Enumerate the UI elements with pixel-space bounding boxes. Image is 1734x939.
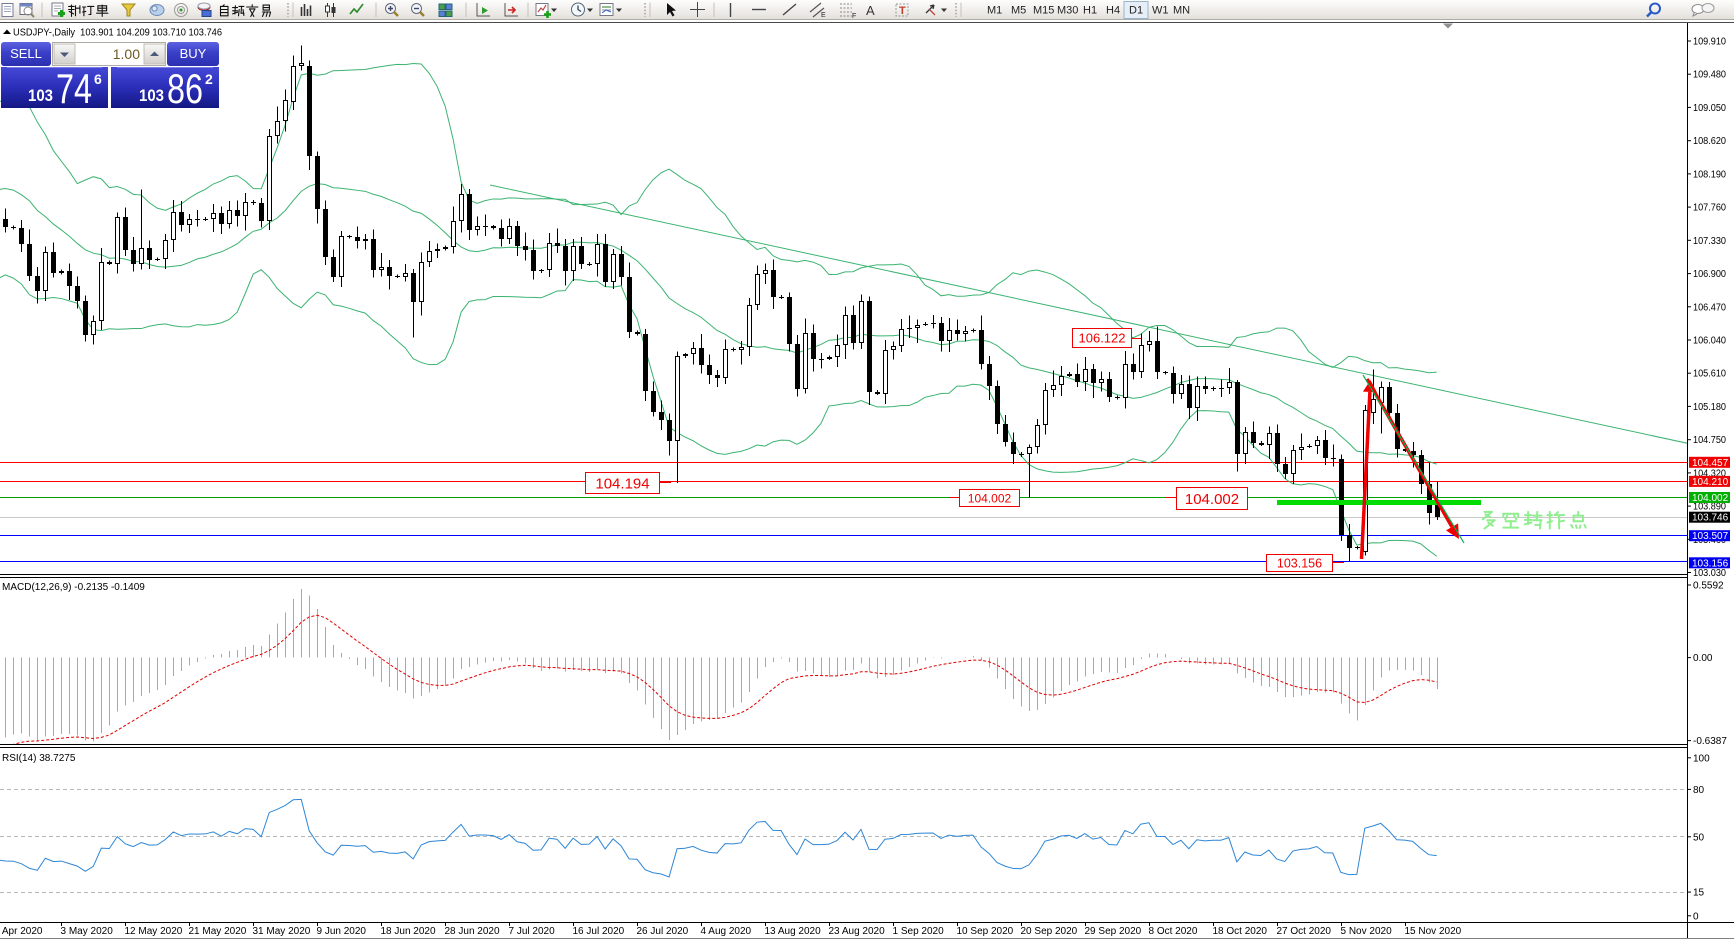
svg-text:20 Sep 2020: 20 Sep 2020 xyxy=(1021,926,1078,937)
svg-text:8 Oct 2020: 8 Oct 2020 xyxy=(1149,926,1198,937)
svg-text:104.320: 104.320 xyxy=(1693,468,1726,479)
svg-text:0.5592: 0.5592 xyxy=(1693,581,1724,592)
svg-text:SELL: SELL xyxy=(10,46,42,61)
svg-text:MACD(12,26,9) -0.2135 -0.1409: MACD(12,26,9) -0.2135 -0.1409 xyxy=(2,582,145,593)
svg-text:1.00: 1.00 xyxy=(113,46,140,62)
svg-text:W1: W1 xyxy=(1152,5,1169,17)
svg-text:6: 6 xyxy=(94,71,102,87)
svg-text:A: A xyxy=(866,3,875,18)
svg-text:108.620: 108.620 xyxy=(1693,136,1726,147)
svg-text:USDJPY-,Daily 103.901 104.209: USDJPY-,Daily 103.901 104.209 103.710 10… xyxy=(13,28,222,39)
svg-text:7 Jul 2020: 7 Jul 2020 xyxy=(509,926,556,937)
svg-text:5 Nov 2020: 5 Nov 2020 xyxy=(1341,926,1393,937)
svg-text:0.00: 0.00 xyxy=(1693,653,1713,664)
svg-text:2: 2 xyxy=(205,71,213,87)
svg-text:109.050: 109.050 xyxy=(1693,103,1726,114)
svg-text:104.750: 104.750 xyxy=(1693,435,1726,446)
svg-text:15 Nov 2020: 15 Nov 2020 xyxy=(1405,926,1462,937)
svg-text:103: 103 xyxy=(139,86,164,105)
svg-text:28 Jun 2020: 28 Jun 2020 xyxy=(445,926,500,937)
svg-text:104.002: 104.002 xyxy=(968,491,1012,505)
svg-text:86: 86 xyxy=(167,65,203,112)
svg-text:21 May 2020: 21 May 2020 xyxy=(189,926,247,937)
svg-text:103.156: 103.156 xyxy=(1692,558,1729,569)
svg-text:18 Jun 2020: 18 Jun 2020 xyxy=(381,926,436,937)
svg-text:103.030: 103.030 xyxy=(1693,568,1726,579)
svg-text:106.470: 106.470 xyxy=(1693,302,1726,313)
svg-text:103.156: 103.156 xyxy=(1277,557,1322,571)
svg-text:29 Sep 2020: 29 Sep 2020 xyxy=(1085,926,1142,937)
svg-text:105.610: 105.610 xyxy=(1693,369,1726,380)
svg-text:106.900: 106.900 xyxy=(1693,269,1726,280)
svg-text:27 Oct 2020: 27 Oct 2020 xyxy=(1277,926,1332,937)
svg-text:D1: D1 xyxy=(1129,5,1143,17)
svg-text:104.194: 104.194 xyxy=(595,475,649,492)
svg-text:BUY: BUY xyxy=(180,46,207,61)
svg-text:109.910: 109.910 xyxy=(1693,37,1726,48)
svg-text:M5: M5 xyxy=(1011,5,1026,17)
svg-text:50: 50 xyxy=(1693,832,1705,843)
svg-text:103.507: 103.507 xyxy=(1692,531,1729,542)
svg-text:23 Aug 2020: 23 Aug 2020 xyxy=(829,926,886,937)
svg-text:-0.6387: -0.6387 xyxy=(1693,736,1727,747)
svg-text:104.457: 104.457 xyxy=(1692,458,1729,469)
svg-text:104.002: 104.002 xyxy=(1692,493,1729,504)
svg-text:103.890: 103.890 xyxy=(1693,502,1726,513)
svg-text:23 Apr 2020: 23 Apr 2020 xyxy=(0,926,43,937)
svg-text:M1: M1 xyxy=(987,5,1002,17)
svg-text:MN: MN xyxy=(1173,5,1190,17)
svg-text:104.210: 104.210 xyxy=(1692,477,1729,488)
svg-text:107.330: 107.330 xyxy=(1693,236,1726,247)
svg-text:103: 103 xyxy=(28,86,53,105)
svg-text:10 Sep 2020: 10 Sep 2020 xyxy=(957,926,1014,937)
svg-text:T: T xyxy=(899,5,906,17)
svg-text:26 Jul 2020: 26 Jul 2020 xyxy=(637,926,689,937)
svg-text:16 Jul 2020: 16 Jul 2020 xyxy=(573,926,625,937)
svg-text:M15: M15 xyxy=(1033,5,1054,17)
svg-text:106.040: 106.040 xyxy=(1693,336,1726,347)
svg-text:0: 0 xyxy=(1693,911,1699,922)
svg-text:103.746: 103.746 xyxy=(1692,513,1729,524)
svg-text:107.760: 107.760 xyxy=(1693,203,1726,214)
svg-text:104.002: 104.002 xyxy=(1185,491,1239,508)
svg-text:F: F xyxy=(852,13,856,20)
svg-text:E: E xyxy=(821,12,826,19)
svg-text:1 Sep 2020: 1 Sep 2020 xyxy=(893,926,945,937)
svg-text:105.180: 105.180 xyxy=(1693,402,1726,413)
svg-text:12 May 2020: 12 May 2020 xyxy=(125,926,183,937)
svg-text:RSI(14) 38.7275: RSI(14) 38.7275 xyxy=(2,753,76,764)
svg-text:108.190: 108.190 xyxy=(1693,169,1726,180)
svg-text:4 Aug 2020: 4 Aug 2020 xyxy=(701,926,752,937)
svg-text:109.480: 109.480 xyxy=(1693,70,1726,81)
svg-text:13 Aug 2020: 13 Aug 2020 xyxy=(765,926,822,937)
svg-text:31 May 2020: 31 May 2020 xyxy=(253,926,311,937)
svg-text:9 Jun 2020: 9 Jun 2020 xyxy=(317,926,367,937)
svg-text:106.122: 106.122 xyxy=(1079,331,1126,346)
svg-text:15: 15 xyxy=(1693,888,1705,899)
svg-text:100: 100 xyxy=(1693,753,1710,764)
svg-text:80: 80 xyxy=(1693,785,1705,796)
svg-text:18 Oct 2020: 18 Oct 2020 xyxy=(1213,926,1268,937)
svg-text:H1: H1 xyxy=(1083,5,1097,17)
svg-text:3 May 2020: 3 May 2020 xyxy=(61,926,114,937)
svg-text:M30: M30 xyxy=(1057,5,1078,17)
svg-text:74: 74 xyxy=(56,65,92,112)
svg-text:H4: H4 xyxy=(1106,5,1120,17)
